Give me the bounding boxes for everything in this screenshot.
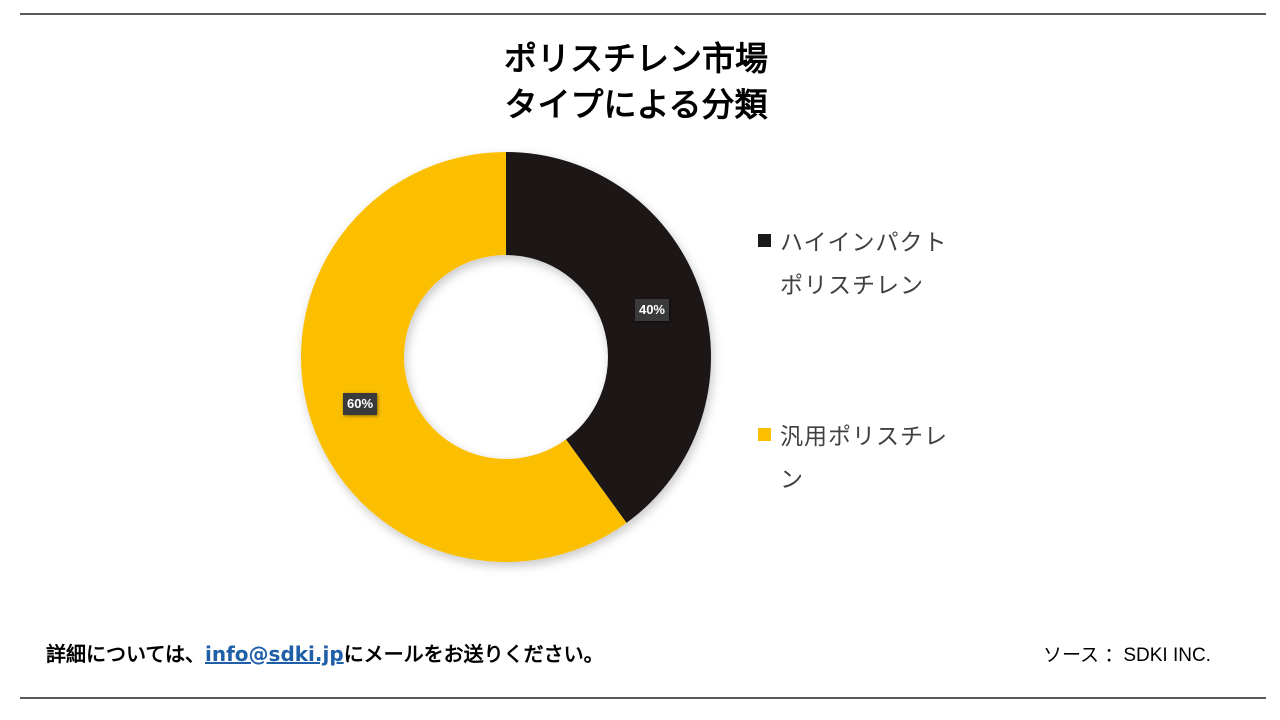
- donut-slice-general-purpose: [301, 152, 627, 562]
- contact-prefix: 詳細については、: [46, 642, 205, 666]
- data-label-high-impact: 40%: [634, 298, 669, 321]
- contact-email-link[interactable]: info@sdki.jp: [205, 642, 344, 666]
- legend-label-general-purpose: 汎用ポリスチレ ン: [780, 424, 948, 493]
- top-rule: [20, 13, 1266, 15]
- bottom-rule: [20, 697, 1266, 699]
- legend-swatch-general-purpose: [758, 428, 771, 441]
- contact-suffix: にメールをお送りください。: [343, 642, 604, 666]
- chart-title-line1: ポリスチレン市場: [504, 39, 768, 78]
- chart-title-line2: タイプによる分類: [504, 85, 768, 124]
- chart-title: ポリスチレン市場 タイプによる分類: [0, 36, 1272, 128]
- legend-swatch-high-impact: [758, 234, 771, 247]
- donut-slice-high-impact: [506, 152, 711, 523]
- contact-note: 詳細については、info@sdki.jpにメールをお送りください。: [46, 638, 604, 667]
- legend-label-high-impact: ハイインパクト ポリスチレン: [780, 230, 948, 299]
- data-label-general-purpose: 60%: [342, 393, 378, 416]
- source-credit: ソース ：SDKI INC.: [1043, 645, 1211, 666]
